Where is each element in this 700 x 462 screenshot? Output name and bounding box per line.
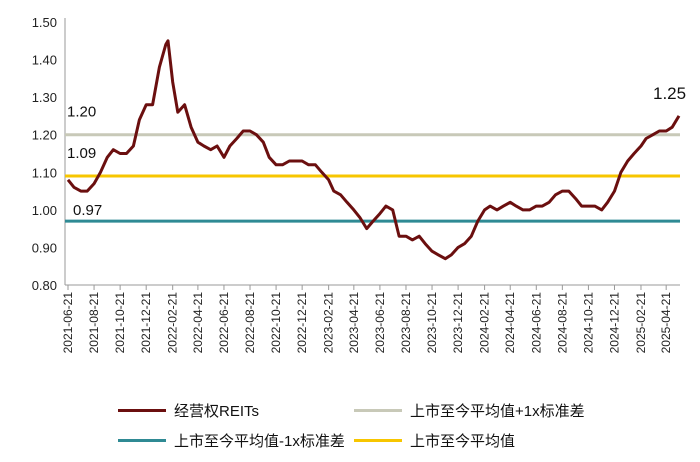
x-tick-label: 2025-02-21 [634, 292, 648, 354]
legend-swatch [354, 439, 402, 442]
legend-item-mean: 上市至今平均值 [354, 430, 515, 451]
x-tick-label: 2024-02-21 [478, 292, 492, 354]
y-tick-label: 0.80 [32, 278, 57, 293]
x-tick-label: 2023-12-21 [451, 292, 465, 354]
x-tick-label: 2022-02-21 [166, 292, 180, 354]
x-tick-label: 2024-12-21 [607, 292, 621, 354]
legend-label: 上市至今平均值-1x标准差 [174, 433, 345, 450]
x-tick-label: 2022-06-21 [217, 292, 231, 354]
x-tick-label: 2024-08-21 [555, 292, 569, 354]
legend-label: 经营权REITs [174, 403, 260, 420]
end-value-label: 1.25 [653, 84, 686, 103]
series-line-reits [66, 39, 681, 261]
legend-label: 上市至今平均值+1x标准差 [410, 403, 585, 420]
legend-swatch [118, 439, 166, 442]
x-tick-label: 2025-04-21 [659, 292, 673, 354]
x-tick-label: 2022-12-21 [295, 292, 309, 354]
y-tick-label: 1.30 [32, 90, 57, 105]
x-tick-label: 2023-08-21 [399, 292, 413, 354]
x-tick-label: 2021-08-21 [87, 292, 101, 354]
reference-lines [65, 133, 680, 223]
y-tick-label: 1.40 [32, 53, 57, 68]
legend-item-plus-std: 上市至今平均值+1x标准差 [354, 400, 585, 421]
x-tick-label: 2023-10-21 [425, 292, 439, 354]
data-label: 0.97 [73, 202, 102, 219]
annotations: 1.20 1.09 0.97 1.25 [67, 84, 686, 219]
x-tick-label: 2023-06-21 [373, 292, 387, 354]
data-label: 1.09 [67, 145, 96, 162]
series-layer [66, 39, 681, 261]
x-tick-label: 2024-10-21 [581, 292, 595, 354]
legend-swatch [354, 409, 402, 412]
x-tick-label: 2024-04-21 [503, 292, 517, 354]
legend-label: 上市至今平均值 [410, 433, 516, 450]
y-tick-label: 1.20 [32, 128, 57, 143]
legend-item-reits: 经营权REITs [118, 400, 259, 421]
x-tick-label: 2024-06-21 [529, 292, 543, 354]
x-tick-label: 2021-12-21 [139, 292, 153, 354]
x-tick-label: 2021-10-21 [113, 292, 127, 354]
y-tick-label: 1.00 [32, 203, 57, 218]
x-tick-label: 2023-02-21 [322, 292, 336, 354]
data-label: 1.20 [67, 104, 96, 121]
x-tick-label: 2022-08-21 [243, 292, 257, 354]
x-tick-label: 2021-06-21 [61, 292, 75, 354]
x-tick-label: 2023-04-21 [347, 292, 361, 354]
x-axis: 2021-06-21 2021-08-21 2021-10-21 2021-12-21… [61, 284, 680, 354]
x-tick-label: 2022-04-21 [191, 292, 205, 354]
y-tick-label: 0.90 [32, 240, 57, 255]
x-tick-label: 2022-10-21 [269, 292, 283, 354]
legend-item-minus-std: 上市至今平均值-1x标准差 [118, 430, 345, 451]
legend: 经营权REITs 上市至今平均值+1x标准差 上市至今平均值-1x标准差 上市至… [0, 392, 700, 462]
legend-swatch [118, 409, 166, 412]
y-tick-label: 1.50 [32, 15, 57, 30]
y-tick-label: 1.10 [32, 165, 57, 180]
y-axis: 0.80 0.90 1.00 1.10 1.20 1.30 1.40 1.50 [32, 15, 66, 293]
